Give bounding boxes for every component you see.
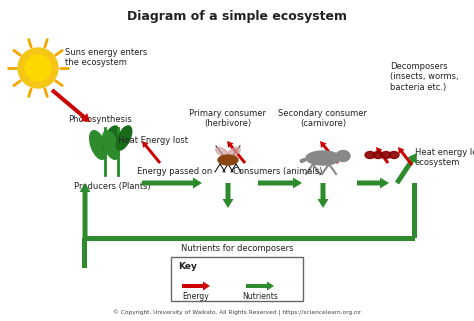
- Text: Secondary consumer
(carnivore): Secondary consumer (carnivore): [279, 108, 367, 128]
- Text: Producers (Plants): Producers (Plants): [73, 182, 150, 191]
- Text: © Copyright. University of Waikato. All Rights Reserved | https://sciencelearn.o: © Copyright. University of Waikato. All …: [113, 310, 361, 316]
- FancyArrow shape: [182, 282, 210, 291]
- Text: Heat energy leaves
ecosystem: Heat energy leaves ecosystem: [415, 148, 474, 167]
- Ellipse shape: [381, 152, 391, 159]
- FancyArrow shape: [82, 238, 88, 268]
- FancyBboxPatch shape: [171, 257, 303, 301]
- Ellipse shape: [90, 131, 106, 159]
- FancyArrow shape: [412, 183, 418, 238]
- FancyArrow shape: [376, 147, 389, 164]
- Ellipse shape: [218, 155, 238, 165]
- FancyArrow shape: [357, 178, 389, 188]
- FancyArrow shape: [80, 183, 91, 238]
- Ellipse shape: [216, 147, 228, 157]
- Ellipse shape: [116, 126, 132, 150]
- FancyArrow shape: [258, 178, 302, 188]
- Text: Diagram of a simple ecosystem: Diagram of a simple ecosystem: [127, 10, 347, 23]
- FancyArrow shape: [246, 282, 274, 291]
- Text: Energy: Energy: [182, 292, 210, 301]
- FancyArrow shape: [318, 183, 328, 208]
- Text: Consumers (animals): Consumers (animals): [233, 167, 323, 176]
- Text: Energy passed on: Energy passed on: [137, 167, 213, 176]
- Circle shape: [18, 48, 58, 88]
- Ellipse shape: [228, 147, 240, 157]
- Text: Key: Key: [178, 262, 197, 271]
- FancyArrow shape: [51, 89, 90, 122]
- FancyArrow shape: [395, 153, 417, 184]
- Ellipse shape: [365, 152, 375, 159]
- Ellipse shape: [103, 126, 118, 150]
- Ellipse shape: [373, 152, 383, 159]
- FancyArrow shape: [142, 178, 202, 188]
- Text: Decomposers
(insects, worms,
bacteria etc.): Decomposers (insects, worms, bacteria et…: [390, 62, 459, 92]
- FancyArrow shape: [85, 236, 415, 240]
- Ellipse shape: [103, 131, 119, 159]
- Ellipse shape: [336, 151, 350, 161]
- Text: Heat Energy lost: Heat Energy lost: [118, 136, 188, 145]
- Circle shape: [25, 55, 51, 81]
- Ellipse shape: [389, 152, 399, 159]
- Ellipse shape: [306, 151, 340, 165]
- FancyArrow shape: [227, 141, 246, 164]
- Text: Nutrients: Nutrients: [242, 292, 278, 301]
- FancyArrow shape: [320, 141, 339, 164]
- FancyArrow shape: [142, 141, 161, 164]
- Text: Suns energy enters
the ecosystem: Suns energy enters the ecosystem: [65, 48, 147, 67]
- FancyArrow shape: [222, 183, 234, 208]
- FancyArrow shape: [398, 147, 413, 166]
- Text: Photosynthesis: Photosynthesis: [68, 115, 132, 124]
- Text: Primary consumer
(herbivore): Primary consumer (herbivore): [190, 108, 266, 128]
- Text: Nutrients for decomposers: Nutrients for decomposers: [181, 244, 293, 253]
